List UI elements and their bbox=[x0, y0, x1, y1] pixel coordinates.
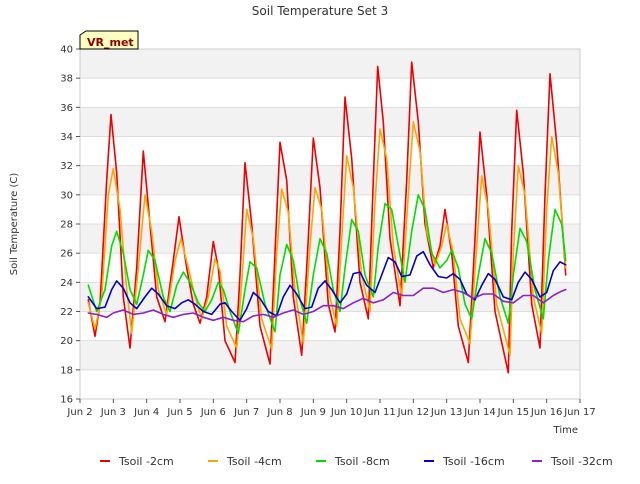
grid-band bbox=[80, 49, 580, 79]
series-line-tsoil-8cm bbox=[87, 194, 567, 335]
grid-band bbox=[80, 107, 580, 137]
y-axis-ticks: 16 18 20 22 24 26 28 30 32 34 36 38 40 bbox=[60, 45, 80, 406]
chart-title: Soil Temperature Set 3 bbox=[252, 4, 388, 18]
x-tick-label: Jun 6 bbox=[200, 407, 226, 418]
x-tick-label: Jun 10 bbox=[330, 407, 363, 418]
y-tick-label: 20 bbox=[60, 336, 73, 347]
grid-band bbox=[80, 165, 580, 195]
y-tick-label: 36 bbox=[60, 103, 73, 114]
plot-bands bbox=[80, 49, 580, 370]
x-tick-label: Jun 9 bbox=[300, 407, 326, 418]
legend-label: Tsoil -32cm bbox=[550, 455, 613, 468]
y-tick-label: 18 bbox=[60, 365, 73, 376]
x-tick-label: Jun 4 bbox=[133, 407, 159, 418]
legend-label: Tsoil -16cm bbox=[442, 455, 505, 468]
y-tick-label: 38 bbox=[60, 74, 73, 85]
x-tick-label: Jun 8 bbox=[266, 407, 292, 418]
y-tick-label: 30 bbox=[60, 190, 73, 201]
x-axis-ticks: Jun 2 Jun 3 Jun 4 Jun 5 Jun 6 Jun 7 Jun 8 Jun 9… bbox=[66, 399, 596, 418]
annotation-label: VR_met bbox=[87, 36, 134, 49]
series-line-tsoil-32cm bbox=[87, 287, 567, 323]
x-tick-label: Jun 16 bbox=[530, 407, 563, 418]
y-axis-label: Soil Temperature (C) bbox=[9, 173, 20, 276]
x-tick-label: Jun 3 bbox=[100, 407, 126, 418]
grid-band bbox=[80, 224, 580, 254]
y-tick-label: 34 bbox=[60, 132, 73, 143]
grid-band bbox=[80, 340, 580, 370]
y-tick-label: 16 bbox=[60, 395, 73, 406]
x-tick-label: Jun 2 bbox=[66, 407, 92, 418]
annotation-box bbox=[79, 30, 139, 50]
x-tick-label: Jun 13 bbox=[430, 407, 463, 418]
x-tick-label: Jun 5 bbox=[166, 407, 192, 418]
y-tick-label: 26 bbox=[60, 249, 73, 260]
legend-label: Tsoil -2cm bbox=[118, 455, 174, 468]
chart-legend: Tsoil -2cm Tsoil -4cm Tsoil -8cm Tsoil -16c… bbox=[100, 455, 613, 468]
vr-met-annotation: VR_met bbox=[79, 30, 139, 50]
x-tick-label: Jun 17 bbox=[563, 407, 596, 418]
legend-label: Tsoil -8cm bbox=[334, 455, 390, 468]
series-line-tsoil-16cm bbox=[87, 250, 567, 322]
y-tick-label: 28 bbox=[60, 220, 73, 231]
x-tick-label: Jun 11 bbox=[363, 407, 396, 418]
x-tick-label: Jun 15 bbox=[497, 407, 530, 418]
x-axis-label: Time bbox=[553, 425, 578, 436]
y-tick-label: 24 bbox=[60, 278, 73, 289]
y-tick-label: 40 bbox=[60, 45, 73, 56]
series-line-tsoil-2cm bbox=[87, 61, 567, 374]
y-tick-label: 22 bbox=[60, 307, 73, 318]
legend-label: Tsoil -4cm bbox=[226, 455, 282, 468]
x-tick-label: Jun 12 bbox=[397, 407, 430, 418]
series-line-tsoil-4cm bbox=[87, 121, 567, 357]
x-tick-label: Jun 7 bbox=[233, 407, 259, 418]
series-lines bbox=[87, 61, 567, 374]
x-tick-label: Jun 14 bbox=[463, 407, 496, 418]
y-tick-label: 32 bbox=[60, 161, 73, 172]
